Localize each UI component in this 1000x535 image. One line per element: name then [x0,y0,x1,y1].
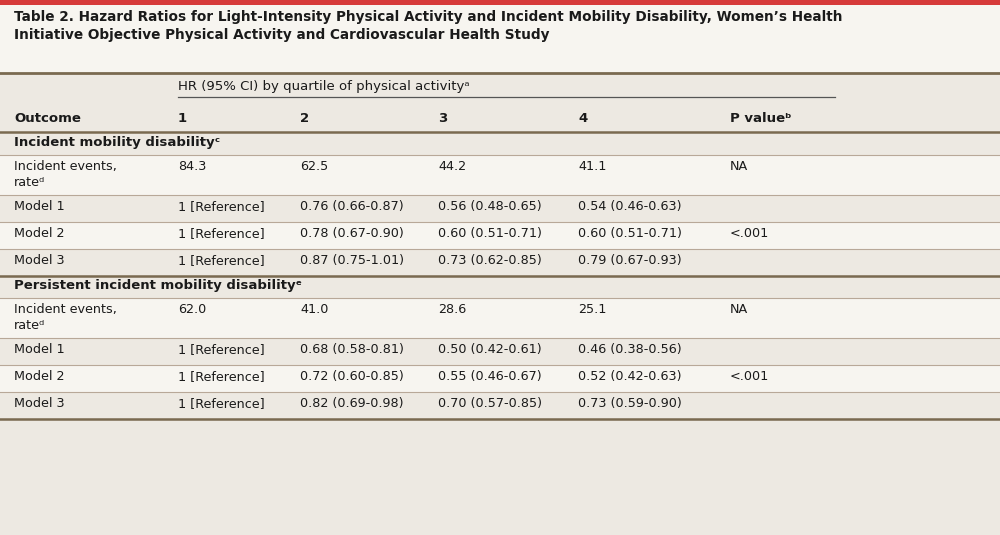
Text: 84.3: 84.3 [178,160,206,173]
Text: 41.0: 41.0 [300,303,328,316]
Text: 0.78 (0.67-0.90): 0.78 (0.67-0.90) [300,227,404,240]
Text: 0.50 (0.42-0.61): 0.50 (0.42-0.61) [438,343,542,356]
Text: Table 2. Hazard Ratios for Light-Intensity Physical Activity and Incident Mobili: Table 2. Hazard Ratios for Light-Intensi… [14,10,842,24]
Text: HR (95% CI) by quartile of physical activityᵃ: HR (95% CI) by quartile of physical acti… [178,80,470,93]
Text: 0.72 (0.60-0.85): 0.72 (0.60-0.85) [300,370,404,383]
Text: 62.5: 62.5 [300,160,328,173]
Text: 44.2: 44.2 [438,160,466,173]
Bar [0,195,1000,222]
Text: Model 2: Model 2 [14,227,64,240]
Text: 2: 2 [300,112,309,125]
Text: 1 [Reference]: 1 [Reference] [178,397,265,410]
Text: 0.46 (0.38-0.56): 0.46 (0.38-0.56) [578,343,682,356]
Bar [0,155,1000,195]
Text: Model 1: Model 1 [14,200,65,213]
Text: 0.68 (0.58-0.81): 0.68 (0.58-0.81) [300,343,404,356]
Text: 25.1: 25.1 [578,303,606,316]
Bar [0,5,1000,73]
Text: 1 [Reference]: 1 [Reference] [178,200,265,213]
Text: NA: NA [730,303,748,316]
Bar [0,365,1000,392]
Text: 0.79 (0.67-0.93): 0.79 (0.67-0.93) [578,254,682,267]
Text: 1 [Reference]: 1 [Reference] [178,370,265,383]
Text: P valueᵇ: P valueᵇ [730,112,792,125]
Text: 0.56 (0.48-0.65): 0.56 (0.48-0.65) [438,200,542,213]
Text: 1 [Reference]: 1 [Reference] [178,343,265,356]
Text: Incident mobility disabilityᶜ: Incident mobility disabilityᶜ [14,136,220,149]
Text: Model 3: Model 3 [14,254,65,267]
Bar [0,392,1000,419]
Bar [0,276,1000,298]
Text: Persistent incident mobility disabilityᵉ: Persistent incident mobility disabilityᵉ [14,279,302,292]
Bar [0,222,1000,249]
Bar [0,0,1000,5]
Text: Initiative Objective Physical Activity and Cardiovascular Health Study: Initiative Objective Physical Activity a… [14,28,550,42]
Text: 0.60 (0.51-0.71): 0.60 (0.51-0.71) [438,227,542,240]
Bar [0,298,1000,338]
Bar [0,338,1000,365]
Text: Incident events,
rateᵈ: Incident events, rateᵈ [14,160,117,189]
Text: 0.82 (0.69-0.98): 0.82 (0.69-0.98) [300,397,404,410]
Text: 62.0: 62.0 [178,303,206,316]
Text: <.001: <.001 [730,370,769,383]
Text: <.001: <.001 [730,227,769,240]
Text: 4: 4 [578,112,587,125]
Text: 0.73 (0.59-0.90): 0.73 (0.59-0.90) [578,397,682,410]
Text: 0.73 (0.62-0.85): 0.73 (0.62-0.85) [438,254,542,267]
Text: 1 [Reference]: 1 [Reference] [178,227,265,240]
Text: Incident events,
rateᵈ: Incident events, rateᵈ [14,303,117,332]
Text: 1: 1 [178,112,187,125]
Text: 0.52 (0.42-0.63): 0.52 (0.42-0.63) [578,370,682,383]
Text: 0.76 (0.66-0.87): 0.76 (0.66-0.87) [300,200,404,213]
Text: 41.1: 41.1 [578,160,606,173]
Bar [0,419,1000,535]
Bar [0,73,1000,145]
Bar [0,249,1000,276]
Text: 0.87 (0.75-1.01): 0.87 (0.75-1.01) [300,254,404,267]
Text: Model 3: Model 3 [14,397,65,410]
Text: Model 1: Model 1 [14,343,65,356]
Text: 0.60 (0.51-0.71): 0.60 (0.51-0.71) [578,227,682,240]
Text: NA: NA [730,160,748,173]
Text: 0.70 (0.57-0.85): 0.70 (0.57-0.85) [438,397,542,410]
Text: 3: 3 [438,112,447,125]
Text: Model 2: Model 2 [14,370,64,383]
Text: Outcome: Outcome [14,112,81,125]
Text: 28.6: 28.6 [438,303,466,316]
Bar [0,133,1000,155]
Text: 0.55 (0.46-0.67): 0.55 (0.46-0.67) [438,370,542,383]
Text: 0.54 (0.46-0.63): 0.54 (0.46-0.63) [578,200,682,213]
Text: 1 [Reference]: 1 [Reference] [178,254,265,267]
